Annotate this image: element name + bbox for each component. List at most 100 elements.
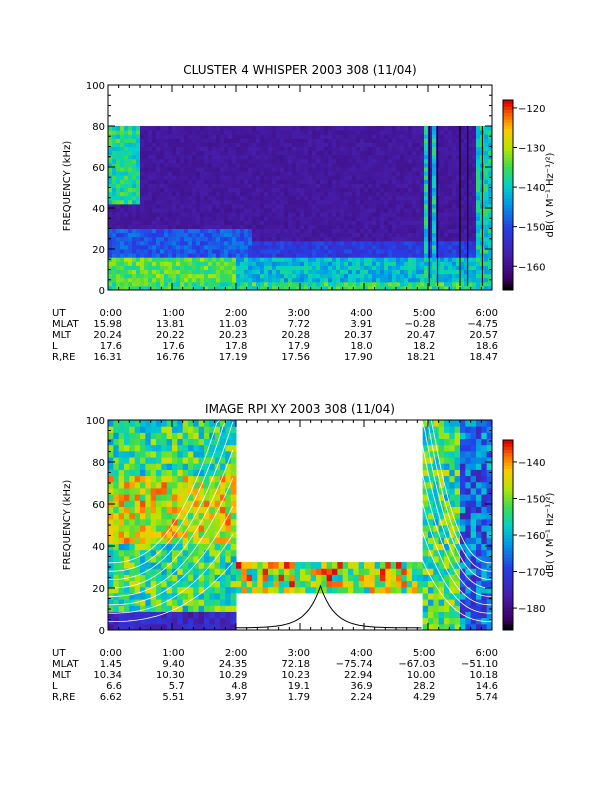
spectrogram-cell — [236, 134, 241, 139]
spectrogram-cell — [184, 191, 189, 197]
spectrogram-cell — [300, 232, 305, 238]
spectrogram-cell — [276, 195, 281, 201]
spectrogram-cell — [468, 183, 473, 188]
spectrogram-cell — [204, 171, 209, 176]
spectrogram-cell — [244, 130, 249, 135]
spectrogram-cell — [400, 265, 405, 270]
spectrogram-cell — [160, 261, 165, 266]
spectrogram-cell — [161, 420, 168, 427]
spectrogram-cell — [164, 162, 169, 168]
spectrogram-cell — [408, 191, 413, 197]
spectrogram-cell — [288, 203, 293, 209]
spectrogram-cell — [112, 228, 117, 234]
spectrogram-cell — [340, 146, 345, 152]
spectrogram-cell — [144, 175, 149, 180]
spectrogram-cell — [368, 203, 373, 209]
spectrogram-cell — [184, 269, 189, 275]
spectrogram-cell — [452, 273, 457, 279]
spectrogram-cell — [336, 175, 341, 180]
spectrogram-cell — [260, 195, 265, 201]
spectrogram-cell — [184, 212, 189, 217]
spectrogram-cell — [420, 240, 425, 246]
spectrogram-cell — [113, 623, 120, 631]
spectrogram-cell — [260, 257, 265, 262]
spectrogram-cell — [408, 269, 413, 275]
spectrogram-cell — [268, 236, 273, 242]
spectrogram-cell — [208, 244, 213, 250]
spectrogram-cell — [230, 444, 237, 452]
spectrogram-cell — [484, 183, 489, 188]
spectrogram-cell — [340, 179, 345, 184]
spectrogram-cell — [444, 253, 449, 258]
spectrogram-cell — [176, 281, 181, 287]
spectrogram-cell — [278, 580, 285, 588]
spectrogram-cell — [404, 261, 409, 266]
spectrogram-cell — [412, 240, 417, 246]
spectrogram-cell — [182, 562, 189, 569]
spectrogram-cell — [408, 199, 413, 205]
spectrogram-cell — [156, 269, 161, 275]
spectrogram-cell — [118, 487, 125, 495]
spectrogram-cell — [404, 224, 409, 229]
spectrogram-cell — [124, 285, 129, 291]
spectrogram-cell — [120, 142, 125, 147]
spectrogram-cell — [276, 212, 281, 217]
spectrogram-cell — [376, 158, 381, 164]
spectrogram-cell — [193, 537, 200, 545]
spectrogram-cell — [332, 261, 337, 266]
spectrogram-cell — [161, 531, 168, 538]
spectrogram-cell — [214, 568, 221, 575]
spectrogram-cell — [272, 228, 277, 234]
spectrogram-cell — [124, 481, 130, 489]
spectrogram-cell — [308, 183, 313, 188]
spectrogram-cell — [220, 525, 226, 532]
spectrogram-cell — [129, 420, 136, 427]
spectrogram-cell — [172, 130, 177, 135]
spectrogram-cell — [188, 162, 193, 168]
spectrogram-cell — [248, 126, 253, 131]
spectrogram-cell — [240, 236, 245, 242]
spectrogram-cell — [300, 244, 305, 250]
spectrogram-cell — [380, 244, 385, 250]
spectrogram-cell — [396, 130, 401, 135]
spectrogram-cell — [108, 444, 114, 452]
spectrogram-cell — [225, 531, 232, 538]
spectrogram-cell — [428, 162, 433, 168]
spectrogram-cell — [144, 162, 149, 168]
spectrogram-cell — [236, 240, 241, 246]
spectrogram-cell — [108, 450, 114, 458]
spectrogram-cell — [112, 187, 117, 193]
spectrogram-cell — [196, 281, 201, 287]
spectrogram-cell — [420, 277, 425, 283]
spectrogram-cell — [209, 506, 216, 514]
spectrogram-cell — [424, 228, 429, 234]
spectrogram-cell — [240, 162, 245, 168]
spectrogram-cell — [436, 134, 441, 139]
spectrogram-cell — [456, 146, 461, 152]
spectrogram-cell — [177, 426, 184, 433]
spectrogram-cell — [220, 531, 226, 538]
spectrogram-cell — [145, 469, 152, 477]
spectrogram-cell — [288, 265, 293, 270]
spectrogram-cell — [120, 232, 125, 238]
spectrogram-cell — [380, 257, 385, 262]
spectrogram-cell — [488, 191, 493, 197]
spectrogram-cell — [420, 138, 425, 143]
spectrogram-cell — [160, 253, 165, 258]
spectrogram-cell — [232, 224, 237, 229]
spectrogram-cell — [140, 158, 145, 164]
spectrogram-cell — [160, 130, 165, 135]
spectrogram-cell — [444, 261, 449, 266]
spectrogram-cell — [208, 208, 213, 213]
spectrogram-cell — [225, 463, 232, 470]
spectrogram-cell — [288, 138, 293, 143]
spectrogram-cell — [209, 463, 216, 470]
spectrogram-cell — [140, 265, 145, 270]
spectrogram-cell — [224, 134, 229, 139]
spectrogram-cell — [440, 134, 445, 139]
spectrogram-cell — [488, 167, 493, 172]
spectrogram-cell — [182, 574, 189, 582]
spectrogram-cell — [372, 191, 377, 197]
spectrogram-cell — [140, 240, 145, 246]
spectrogram-cell — [388, 212, 393, 217]
